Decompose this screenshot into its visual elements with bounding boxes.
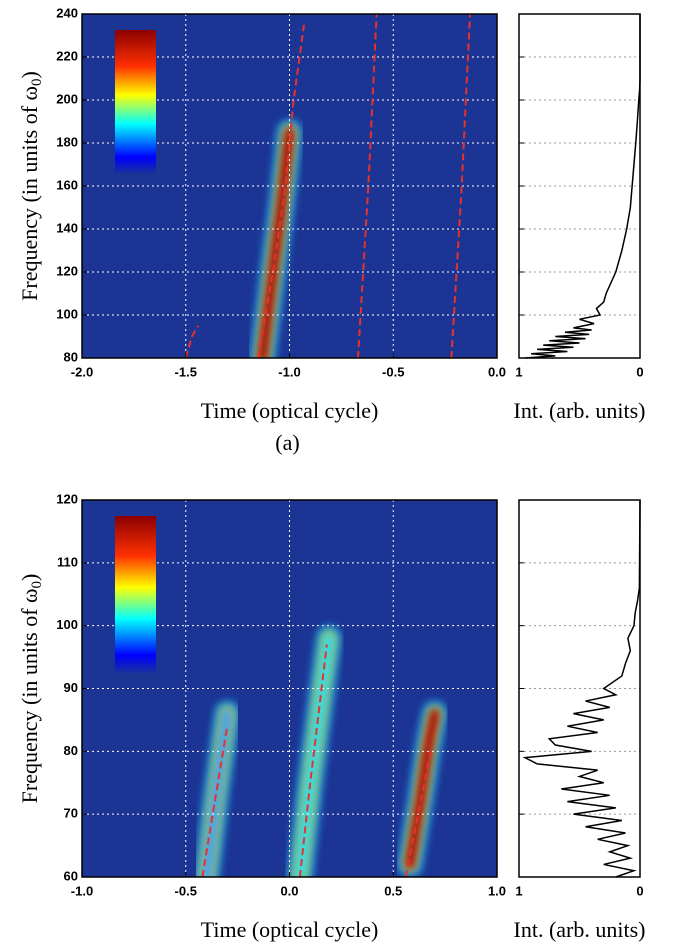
x-tick-label: 0.5 bbox=[384, 883, 402, 898]
y-tick-label: 120 bbox=[56, 491, 78, 506]
colorbar bbox=[115, 516, 156, 675]
x-tick-label: -1.0 bbox=[278, 364, 300, 379]
y-axis-label-part: Frequency (in units of ω bbox=[17, 86, 42, 301]
spectrum-line bbox=[522, 499, 641, 878]
x-tick-label: 0.0 bbox=[280, 883, 298, 898]
y-axis-label-part: ) bbox=[17, 574, 42, 581]
x-axis-label: Time (optical cycle) bbox=[201, 398, 379, 423]
plot-area bbox=[519, 14, 640, 358]
y-axis-label-part: 0 bbox=[29, 78, 45, 86]
x-tick-label: -0.5 bbox=[382, 364, 404, 379]
x-tick-label: 0.0 bbox=[488, 364, 506, 379]
classical-trajectory bbox=[298, 644, 328, 877]
x-tick-label: 1.0 bbox=[488, 883, 506, 898]
y-tick-label: 100 bbox=[56, 306, 78, 321]
classical-trajectory bbox=[201, 726, 229, 877]
panel-label: (b) bbox=[275, 949, 301, 952]
y-tick-label: 80 bbox=[64, 743, 78, 758]
panel-label: (a) bbox=[275, 430, 299, 455]
x-tick-label: -1.5 bbox=[175, 364, 197, 379]
y-axis-label: Frequency (in units of ω0) bbox=[17, 574, 45, 804]
classical-trajectory bbox=[450, 14, 472, 358]
colorbar bbox=[115, 30, 156, 175]
y-axis-label-part: Frequency (in units of ω bbox=[17, 588, 42, 803]
y-tick-label: 60 bbox=[64, 868, 78, 883]
x-tick-label: -0.5 bbox=[175, 883, 197, 898]
y-tick-label: 70 bbox=[64, 806, 78, 821]
y-axis-label: Frequency (in units of ω0) bbox=[17, 71, 45, 301]
x-tick-label: 0 bbox=[636, 364, 643, 379]
x-axis-label: Int. (arb. units) bbox=[514, 398, 646, 423]
y-tick-label: 180 bbox=[56, 134, 78, 149]
y-tick-label: 80 bbox=[64, 349, 78, 364]
y-tick-label: 100 bbox=[56, 617, 78, 632]
plot-area bbox=[519, 500, 640, 877]
y-tick-label: 110 bbox=[57, 554, 78, 569]
y-axis-label-part: ) bbox=[17, 71, 42, 78]
classical-trajectory bbox=[257, 24, 306, 358]
x-tick-label: 0 bbox=[636, 883, 643, 898]
y-tick-label: 120 bbox=[56, 263, 78, 278]
y-tick-label: 160 bbox=[56, 177, 78, 192]
y-axis-label-part: 0 bbox=[29, 581, 45, 589]
y-tick-label: 140 bbox=[56, 220, 78, 235]
classical-trajectory bbox=[356, 14, 378, 358]
x-axis-label: Time (optical cycle) bbox=[201, 917, 379, 942]
x-tick-label: 1 bbox=[515, 883, 522, 898]
x-tick-label: -1.0 bbox=[71, 883, 93, 898]
y-tick-label: 200 bbox=[56, 91, 78, 106]
y-tick-label: 240 bbox=[56, 5, 78, 20]
classical-trajectory bbox=[184, 325, 200, 358]
spectrum-line bbox=[524, 14, 641, 359]
x-tick-label: 1 bbox=[515, 364, 522, 379]
y-tick-label: 90 bbox=[64, 680, 78, 695]
x-tick-label: -2.0 bbox=[71, 364, 93, 379]
y-tick-label: 220 bbox=[56, 48, 78, 63]
x-axis-label: Int. (arb. units) bbox=[514, 917, 646, 942]
